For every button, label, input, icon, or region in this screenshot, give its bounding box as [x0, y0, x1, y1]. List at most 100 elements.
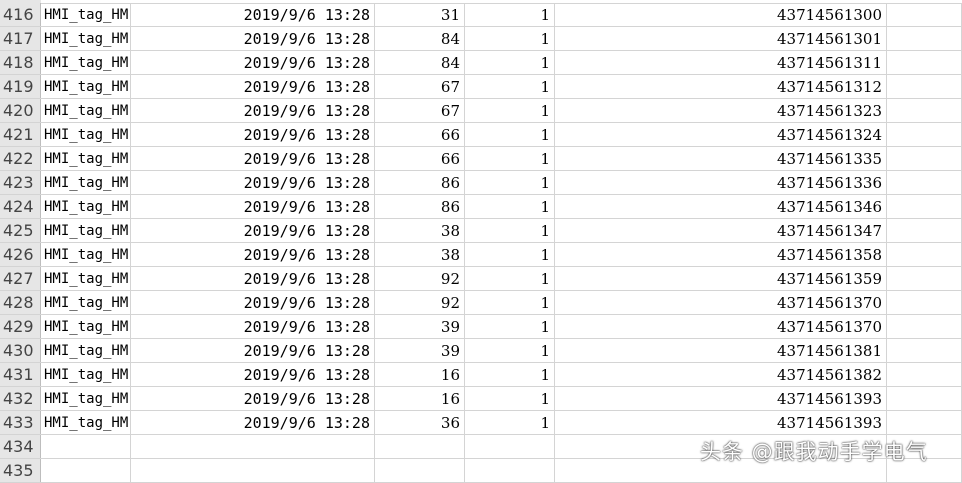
cell-tag[interactable]: HMI_tag_HM	[41, 147, 131, 170]
cell-empty[interactable]	[887, 315, 962, 338]
cell-stamp[interactable]: 43714561323	[555, 99, 887, 122]
cell-time[interactable]: 2019/9/6 13:28	[131, 363, 375, 386]
cell-empty[interactable]	[887, 3, 962, 26]
cell-time[interactable]: 2019/9/6 13:28	[131, 195, 375, 218]
cell-time[interactable]: 2019/9/6 13:28	[131, 267, 375, 290]
cell-value[interactable]: 36	[375, 411, 465, 434]
cell-tag[interactable]: HMI_tag_HM	[41, 75, 131, 98]
cell-empty[interactable]	[887, 387, 962, 410]
cell-stamp[interactable]	[555, 459, 887, 482]
row-header[interactable]: 420	[0, 99, 41, 122]
cell-value[interactable]: 67	[375, 99, 465, 122]
cell-value[interactable]: 92	[375, 291, 465, 314]
cell-stamp[interactable]: 43714561370	[555, 291, 887, 314]
cell-flag[interactable]: 1	[465, 387, 555, 410]
cell-value[interactable]: 67	[375, 75, 465, 98]
cell-flag[interactable]: 1	[465, 219, 555, 242]
cell-time[interactable]: 2019/9/6 13:28	[131, 99, 375, 122]
cell-flag[interactable]: 1	[465, 3, 555, 26]
cell-flag[interactable]: 1	[465, 315, 555, 338]
cell-time[interactable]: 2019/9/6 13:28	[131, 243, 375, 266]
cell-tag[interactable]: HMI_tag_HM	[41, 291, 131, 314]
cell-flag[interactable]: 1	[465, 147, 555, 170]
row-header[interactable]: 431	[0, 363, 41, 386]
row-header[interactable]: 435	[0, 459, 41, 482]
cell-empty[interactable]	[887, 291, 962, 314]
cell-empty[interactable]	[887, 51, 962, 74]
cell-time[interactable]: 2019/9/6 13:28	[131, 291, 375, 314]
cell-tag[interactable]: HMI_tag_HM	[41, 243, 131, 266]
cell-time[interactable]: 2019/9/6 13:28	[131, 75, 375, 98]
cell-flag[interactable]: 1	[465, 99, 555, 122]
row-header[interactable]: 418	[0, 51, 41, 74]
row-header[interactable]: 416	[0, 3, 41, 26]
cell-stamp[interactable]: 43714561393	[555, 411, 887, 434]
cell-empty[interactable]	[887, 27, 962, 50]
row-header[interactable]: 424	[0, 195, 41, 218]
cell-time[interactable]: 2019/9/6 13:28	[131, 387, 375, 410]
cell-tag[interactable]: HMI_tag_HM	[41, 99, 131, 122]
row-header[interactable]: 417	[0, 27, 41, 50]
cell-time[interactable]: 2019/9/6 13:28	[131, 315, 375, 338]
cell-value[interactable]: 86	[375, 171, 465, 194]
cell-tag[interactable]: HMI_tag_HM	[41, 339, 131, 362]
row-header[interactable]: 429	[0, 315, 41, 338]
cell-flag[interactable]: 1	[465, 51, 555, 74]
cell-tag[interactable]	[41, 459, 131, 482]
cell-stamp[interactable]: 43714561301	[555, 27, 887, 50]
row-header[interactable]: 419	[0, 75, 41, 98]
cell-value[interactable]: 84	[375, 27, 465, 50]
cell-flag[interactable]: 1	[465, 411, 555, 434]
cell-stamp[interactable]: 43714561346	[555, 195, 887, 218]
row-header[interactable]: 423	[0, 171, 41, 194]
cell-value[interactable]: 39	[375, 339, 465, 362]
cell-empty[interactable]	[887, 75, 962, 98]
cell-time[interactable]: 2019/9/6 13:28	[131, 171, 375, 194]
cell-value[interactable]: 38	[375, 243, 465, 266]
cell-time[interactable]: 2019/9/6 13:28	[131, 339, 375, 362]
cell-value[interactable]: 66	[375, 147, 465, 170]
cell-tag[interactable]	[41, 435, 131, 458]
cell-time[interactable]: 2019/9/6 13:28	[131, 219, 375, 242]
cell-stamp[interactable]: 43714561381	[555, 339, 887, 362]
row-header[interactable]: 427	[0, 267, 41, 290]
cell-stamp[interactable]: 43714561359	[555, 267, 887, 290]
cell-empty[interactable]	[887, 99, 962, 122]
cell-value[interactable]: 84	[375, 51, 465, 74]
cell-tag[interactable]: HMI_tag_HM	[41, 267, 131, 290]
cell-empty[interactable]	[887, 411, 962, 434]
cell-tag[interactable]: HMI_tag_HM	[41, 3, 131, 26]
row-header[interactable]: 433	[0, 411, 41, 434]
cell-tag[interactable]: HMI_tag_HM	[41, 27, 131, 50]
cell-empty[interactable]	[887, 195, 962, 218]
cell-flag[interactable]: 1	[465, 267, 555, 290]
cell-value[interactable]: 31	[375, 3, 465, 26]
cell-time[interactable]: 2019/9/6 13:28	[131, 51, 375, 74]
cell-flag[interactable]: 1	[465, 195, 555, 218]
cell-stamp[interactable]	[555, 435, 887, 458]
row-header[interactable]: 425	[0, 219, 41, 242]
cell-empty[interactable]	[887, 339, 962, 362]
cell-tag[interactable]: HMI_tag_HM	[41, 219, 131, 242]
cell-stamp[interactable]: 43714561311	[555, 51, 887, 74]
cell-stamp[interactable]: 43714561300	[555, 3, 887, 26]
cell-tag[interactable]: HMI_tag_HM	[41, 171, 131, 194]
row-header[interactable]: 428	[0, 291, 41, 314]
cell-tag[interactable]: HMI_tag_HM	[41, 123, 131, 146]
cell-stamp[interactable]: 43714561312	[555, 75, 887, 98]
cell-value[interactable]: 92	[375, 267, 465, 290]
cell-stamp[interactable]: 43714561393	[555, 387, 887, 410]
cell-empty[interactable]	[887, 267, 962, 290]
cell-flag[interactable]: 1	[465, 339, 555, 362]
cell-stamp[interactable]: 43714561347	[555, 219, 887, 242]
cell-time[interactable]: 2019/9/6 13:28	[131, 123, 375, 146]
cell-value[interactable]	[375, 435, 465, 458]
cell-time[interactable]: 2019/9/6 13:28	[131, 411, 375, 434]
cell-stamp[interactable]: 43714561324	[555, 123, 887, 146]
cell-tag[interactable]: HMI_tag_HM	[41, 51, 131, 74]
row-header[interactable]: 422	[0, 147, 41, 170]
cell-time[interactable]	[131, 435, 375, 458]
cell-tag[interactable]: HMI_tag_HM	[41, 411, 131, 434]
cell-flag[interactable]	[465, 435, 555, 458]
cell-value[interactable]: 86	[375, 195, 465, 218]
